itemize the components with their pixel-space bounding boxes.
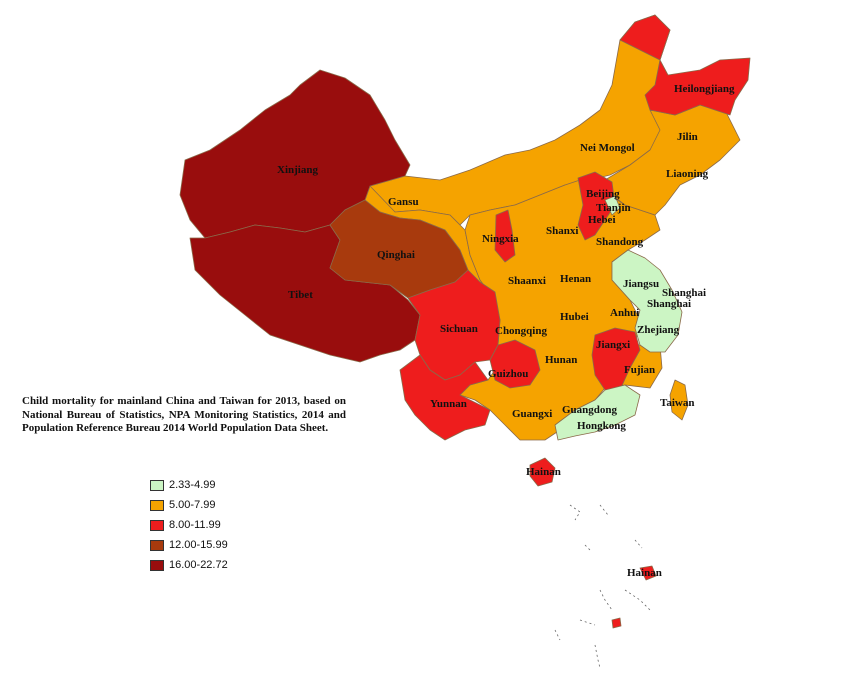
label-hongkong: Hongkong: [577, 420, 626, 432]
label-taiwan: Taiwan: [660, 397, 694, 409]
province-guangdong: [554, 384, 641, 441]
legend-swatch: [150, 559, 164, 571]
label-henan: Henan: [560, 273, 591, 285]
province-taiwan: [669, 379, 689, 421]
map-legend: 2.33-4.99 5.00-7.99 8.00-11.99 12.00-15.…: [150, 475, 228, 575]
province-ningxia: [494, 209, 516, 263]
legend-label: 12.00-15.99: [169, 539, 228, 551]
province-yunnan: [399, 354, 491, 441]
label-nei-mongol: Nei Mongol: [580, 142, 635, 154]
legend-swatch: [150, 539, 164, 551]
label-guangxi: Guangxi: [512, 408, 552, 420]
legend-label: 8.00-11.99: [169, 519, 221, 531]
label-shaanxi: Shaanxi: [508, 275, 546, 287]
province-tianjin: [604, 195, 621, 216]
label-guangdong: Guangdong: [562, 404, 618, 416]
label-hubei: Hubei: [560, 311, 589, 323]
province-jiangsu-zhejiang: [611, 249, 683, 353]
label-hainan: Hainan: [526, 466, 561, 478]
legend-swatch: [150, 519, 164, 531]
legend-item: 5.00-7.99: [150, 495, 228, 515]
legend-label: 16.00-22.72: [169, 559, 228, 571]
province-labels: Xinjiang Tibet Qinghai Gansu Nei Mongol …: [277, 83, 735, 579]
label-anhui: Anhui: [610, 307, 639, 319]
label-guizhou: Guizhou: [488, 368, 528, 380]
label-beijing: Beijing: [586, 188, 620, 200]
south-china-sea-inset: [554, 504, 651, 669]
province-hainan: [529, 457, 556, 487]
legend-swatch: [150, 479, 164, 491]
province-guizhou: [489, 339, 541, 389]
label-liaoning: Liaoning: [666, 168, 709, 180]
label-jiangsu: Jiangsu: [623, 278, 659, 290]
label-hebei: Hebei: [588, 214, 616, 226]
label-tianjin: Tianjin: [596, 202, 631, 214]
label-fujian: Fujian: [624, 364, 655, 376]
label-shandong: Shandong: [596, 236, 644, 248]
label-jiangxi: Jiangxi: [596, 339, 630, 351]
label-inset-hainan: Hainan: [627, 567, 662, 579]
label-gansu: Gansu: [388, 196, 419, 208]
label-zhejiang: Zhejiang: [637, 324, 680, 336]
map-caption: Child mortality for mainland China and T…: [22, 395, 346, 434]
label-xinjiang: Xinjiang: [277, 164, 318, 176]
inset-island-small: [611, 617, 622, 629]
province-heilongjiang: [619, 14, 751, 116]
label-tibet: Tibet: [288, 289, 313, 301]
legend-item: 8.00-11.99: [150, 515, 228, 535]
label-shanghai: Shanghai: [662, 287, 706, 299]
label-sichuan: Sichuan: [440, 323, 478, 335]
legend-label: 2.33-4.99: [169, 479, 216, 491]
label-yunnan: Yunnan: [430, 398, 467, 410]
label-chongqing: Chongqing: [495, 325, 547, 337]
label-jilin: Jilin: [677, 131, 698, 143]
inset-island: [639, 565, 657, 581]
label-shanghai-2: Shanghai: [647, 298, 691, 310]
label-hunan: Hunan: [545, 354, 577, 366]
legend-swatch: [150, 499, 164, 511]
province-hebei: [577, 171, 616, 241]
province-tibet: [189, 224, 421, 363]
label-shanxi: Shanxi: [546, 225, 578, 237]
label-ningxia: Ningxia: [482, 233, 519, 245]
label-qinghai: Qinghai: [377, 249, 415, 261]
legend-item: 12.00-15.99: [150, 535, 228, 555]
legend-label: 5.00-7.99: [169, 499, 216, 511]
legend-item: 16.00-22.72: [150, 555, 228, 575]
province-jiangxi: [591, 327, 641, 391]
label-heilongjiang: Heilongjiang: [674, 83, 735, 95]
legend-item: 2.33-4.99: [150, 475, 228, 495]
